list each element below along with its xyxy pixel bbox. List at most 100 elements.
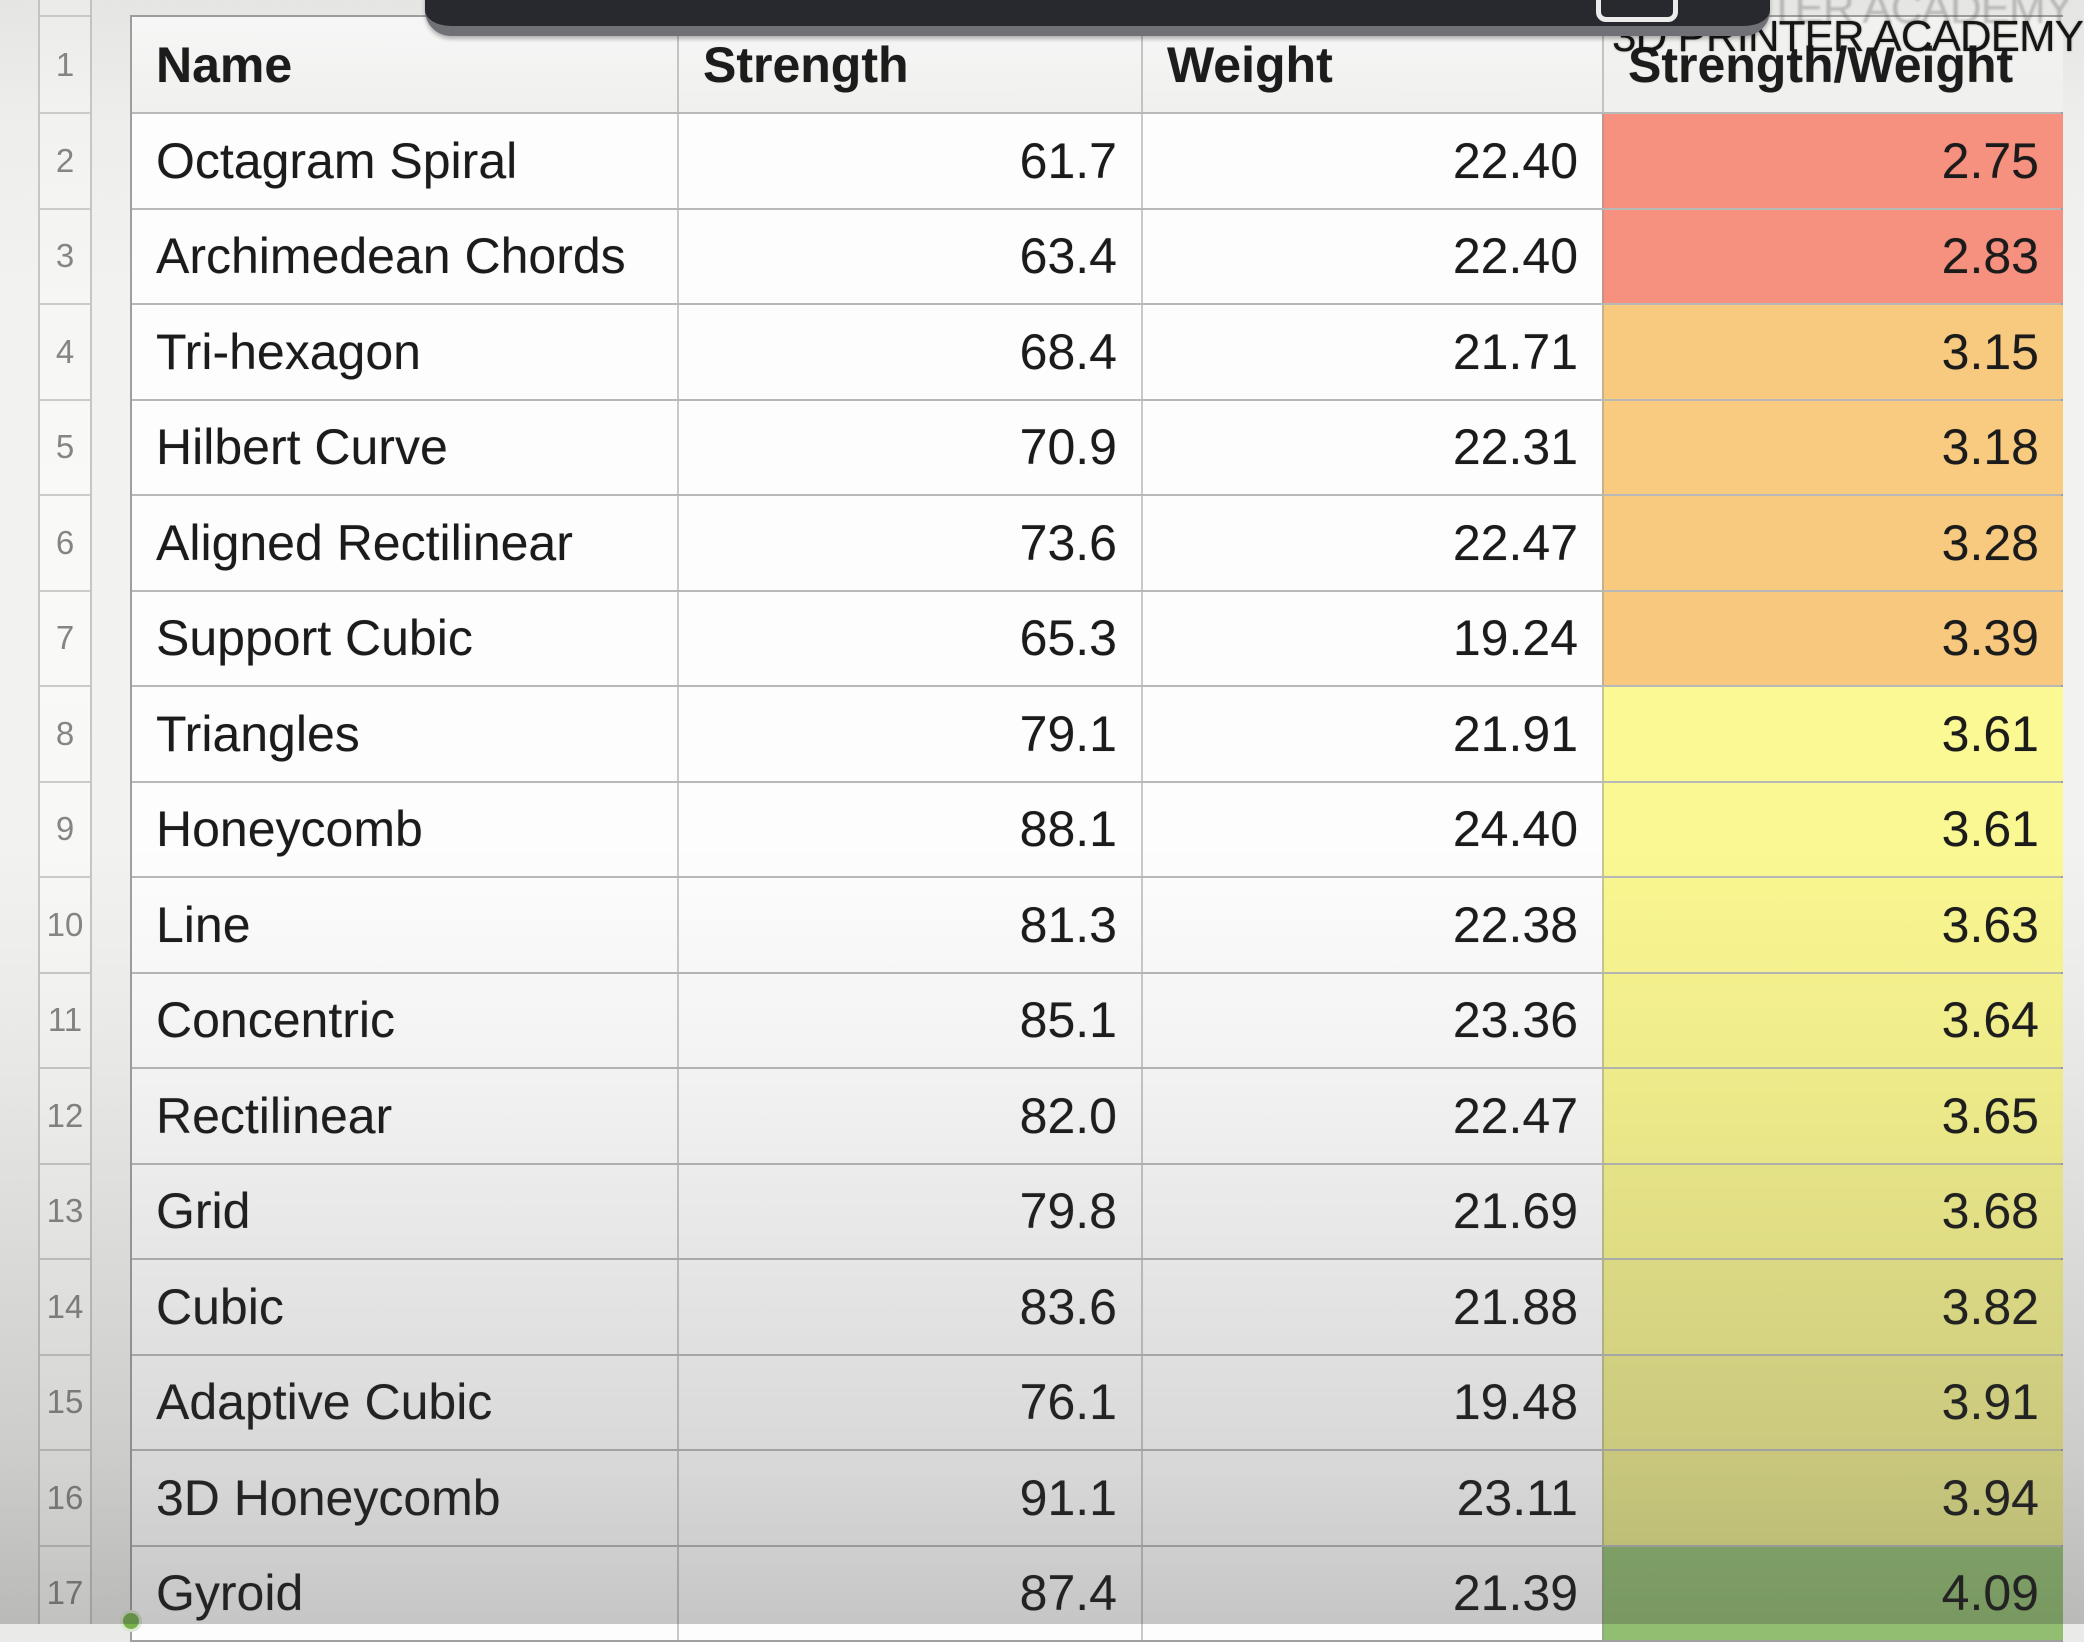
cell-name[interactable]: Hilbert Curve	[132, 400, 677, 494]
cell-strength-weight[interactable]: 3.61	[1602, 687, 2063, 781]
row-number[interactable]: 2	[40, 112, 90, 208]
cell-strength-weight[interactable]: 4.09	[1602, 1546, 2063, 1640]
cell-name[interactable]: Tri-hexagon	[132, 305, 677, 399]
cell-weight[interactable]: 19.48	[1141, 1355, 1602, 1449]
cell-name[interactable]: Gyroid	[132, 1546, 677, 1640]
row-number[interactable]: 9	[40, 780, 90, 877]
table-row: Concentric 85.1 23.36 3.64	[132, 971, 2063, 1067]
gutter-rows: 2 3 4 5 6 7 8 9 10 11 12 13 14 15 16 17	[40, 112, 90, 1640]
table-row: Support Cubic 65.3 19.24 3.39	[132, 589, 2063, 685]
table-row: Triangles 79.1 21.91 3.61	[132, 685, 2063, 781]
cell-name[interactable]: Archimedean Chords	[132, 209, 677, 303]
cell-strength[interactable]: 83.6	[677, 1260, 1141, 1354]
row-number-gutter: 1 2 3 4 5 6 7 8 9 10 11 12 13 14 15 16 1…	[38, 0, 92, 1624]
row-number[interactable]: 4	[40, 303, 90, 399]
cell-weight[interactable]: 21.91	[1141, 687, 1602, 781]
cell-strength-weight[interactable]: 3.28	[1602, 496, 2063, 590]
cell-strength-weight[interactable]: 3.64	[1602, 973, 2063, 1067]
cell-name[interactable]: Octagram Spiral	[132, 114, 677, 208]
cell-strength[interactable]: 82.0	[677, 1069, 1141, 1163]
row-number[interactable]: 10	[40, 876, 90, 972]
table-handle-dot[interactable]	[120, 1610, 142, 1632]
cell-strength[interactable]: 88.1	[677, 782, 1141, 876]
row-number[interactable]: 16	[40, 1449, 90, 1545]
table-row: Cubic 83.6 21.88 3.82	[132, 1258, 2063, 1354]
row-number[interactable]: 1	[40, 15, 90, 112]
cell-weight[interactable]: 19.24	[1141, 591, 1602, 685]
cell-strength[interactable]: 91.1	[677, 1451, 1141, 1545]
cell-name[interactable]: Support Cubic	[132, 591, 677, 685]
cell-strength[interactable]: 68.4	[677, 305, 1141, 399]
table-row: Gyroid 87.4 21.39 4.09	[132, 1544, 2063, 1640]
cell-strength-weight[interactable]: 3.82	[1602, 1260, 2063, 1354]
video-control-bar[interactable]	[425, 0, 1770, 36]
cell-strength-weight[interactable]: 3.39	[1602, 591, 2063, 685]
row-number[interactable]: 17	[40, 1544, 90, 1641]
row-number[interactable]: 6	[40, 494, 90, 590]
cell-strength[interactable]: 73.6	[677, 496, 1141, 590]
cell-weight[interactable]: 22.38	[1141, 878, 1602, 972]
row-number[interactable]: 12	[40, 1067, 90, 1163]
cell-name[interactable]: Concentric	[132, 973, 677, 1067]
cell-strength[interactable]: 65.3	[677, 591, 1141, 685]
cell-strength-weight[interactable]: 3.15	[1602, 305, 2063, 399]
cell-strength[interactable]: 76.1	[677, 1355, 1141, 1449]
cell-name[interactable]: Aligned Rectilinear	[132, 496, 677, 590]
column-header-strength-weight[interactable]: Strength/Weight	[1602, 17, 2063, 112]
cell-weight[interactable]: 21.69	[1141, 1164, 1602, 1258]
table-row: Octagram Spiral 61.7 22.40 2.75	[132, 112, 2063, 208]
cell-strength-weight[interactable]: 3.63	[1602, 878, 2063, 972]
cell-strength[interactable]: 61.7	[677, 114, 1141, 208]
cell-weight[interactable]: 22.47	[1141, 496, 1602, 590]
cell-name[interactable]: Grid	[132, 1164, 677, 1258]
table-row: 3D Honeycomb 91.1 23.11 3.94	[132, 1449, 2063, 1545]
cell-name[interactable]: 3D Honeycomb	[132, 1451, 677, 1545]
row-number[interactable]: 7	[40, 589, 90, 686]
table-row: Honeycomb 88.1 24.40 3.61	[132, 780, 2063, 876]
table-row: Tri-hexagon 68.4 21.71 3.15	[132, 303, 2063, 399]
cell-strength-weight[interactable]: 3.61	[1602, 782, 2063, 876]
table-row: Adaptive Cubic 76.1 19.48 3.91	[132, 1353, 2063, 1449]
table-row: Line 81.3 22.38 3.63	[132, 876, 2063, 972]
cell-strength[interactable]: 79.8	[677, 1164, 1141, 1258]
cell-weight[interactable]: 22.31	[1141, 400, 1602, 494]
cell-strength[interactable]: 63.4	[677, 209, 1141, 303]
cell-weight[interactable]: 24.40	[1141, 782, 1602, 876]
cell-weight[interactable]: 22.40	[1141, 114, 1602, 208]
cell-strength-weight[interactable]: 3.91	[1602, 1355, 2063, 1449]
cell-strength-weight[interactable]: 3.65	[1602, 1069, 2063, 1163]
spreadsheet-table: Name Strength Weight Strength/Weight Oct…	[130, 15, 2063, 1642]
cell-weight[interactable]: 23.36	[1141, 973, 1602, 1067]
cell-weight[interactable]: 21.88	[1141, 1260, 1602, 1354]
cell-name[interactable]: Rectilinear	[132, 1069, 677, 1163]
cell-strength-weight[interactable]: 2.83	[1602, 209, 2063, 303]
cell-strength[interactable]: 70.9	[677, 400, 1141, 494]
cell-weight[interactable]: 22.47	[1141, 1069, 1602, 1163]
cell-strength-weight[interactable]: 2.75	[1602, 114, 2063, 208]
cell-weight[interactable]: 21.71	[1141, 305, 1602, 399]
cell-strength[interactable]: 85.1	[677, 973, 1141, 1067]
cell-name[interactable]: Triangles	[132, 687, 677, 781]
table-row: Grid 79.8 21.69 3.68	[132, 1162, 2063, 1258]
cell-name[interactable]: Honeycomb	[132, 782, 677, 876]
cell-weight[interactable]: 21.39	[1141, 1546, 1602, 1640]
row-number[interactable]: 11	[40, 971, 90, 1068]
cell-weight[interactable]: 22.40	[1141, 209, 1602, 303]
row-number[interactable]: 5	[40, 398, 90, 495]
row-number[interactable]: 13	[40, 1162, 90, 1259]
cell-name[interactable]: Line	[132, 878, 677, 972]
cell-strength-weight[interactable]: 3.18	[1602, 400, 2063, 494]
row-number[interactable]: 14	[40, 1258, 90, 1354]
cell-name[interactable]: Adaptive Cubic	[132, 1355, 677, 1449]
cell-strength[interactable]: 79.1	[677, 687, 1141, 781]
cell-name[interactable]: Cubic	[132, 1260, 677, 1354]
row-number[interactable]: 15	[40, 1353, 90, 1450]
cell-weight[interactable]: 23.11	[1141, 1451, 1602, 1545]
row-number[interactable]: 3	[40, 207, 90, 304]
cell-strength-weight[interactable]: 3.94	[1602, 1451, 2063, 1545]
cell-strength[interactable]: 87.4	[677, 1546, 1141, 1640]
row-number[interactable]: 8	[40, 685, 90, 781]
cell-strength-weight[interactable]: 3.68	[1602, 1164, 2063, 1258]
cell-strength[interactable]: 81.3	[677, 878, 1141, 972]
fullscreen-icon[interactable]	[1596, 0, 1678, 22]
